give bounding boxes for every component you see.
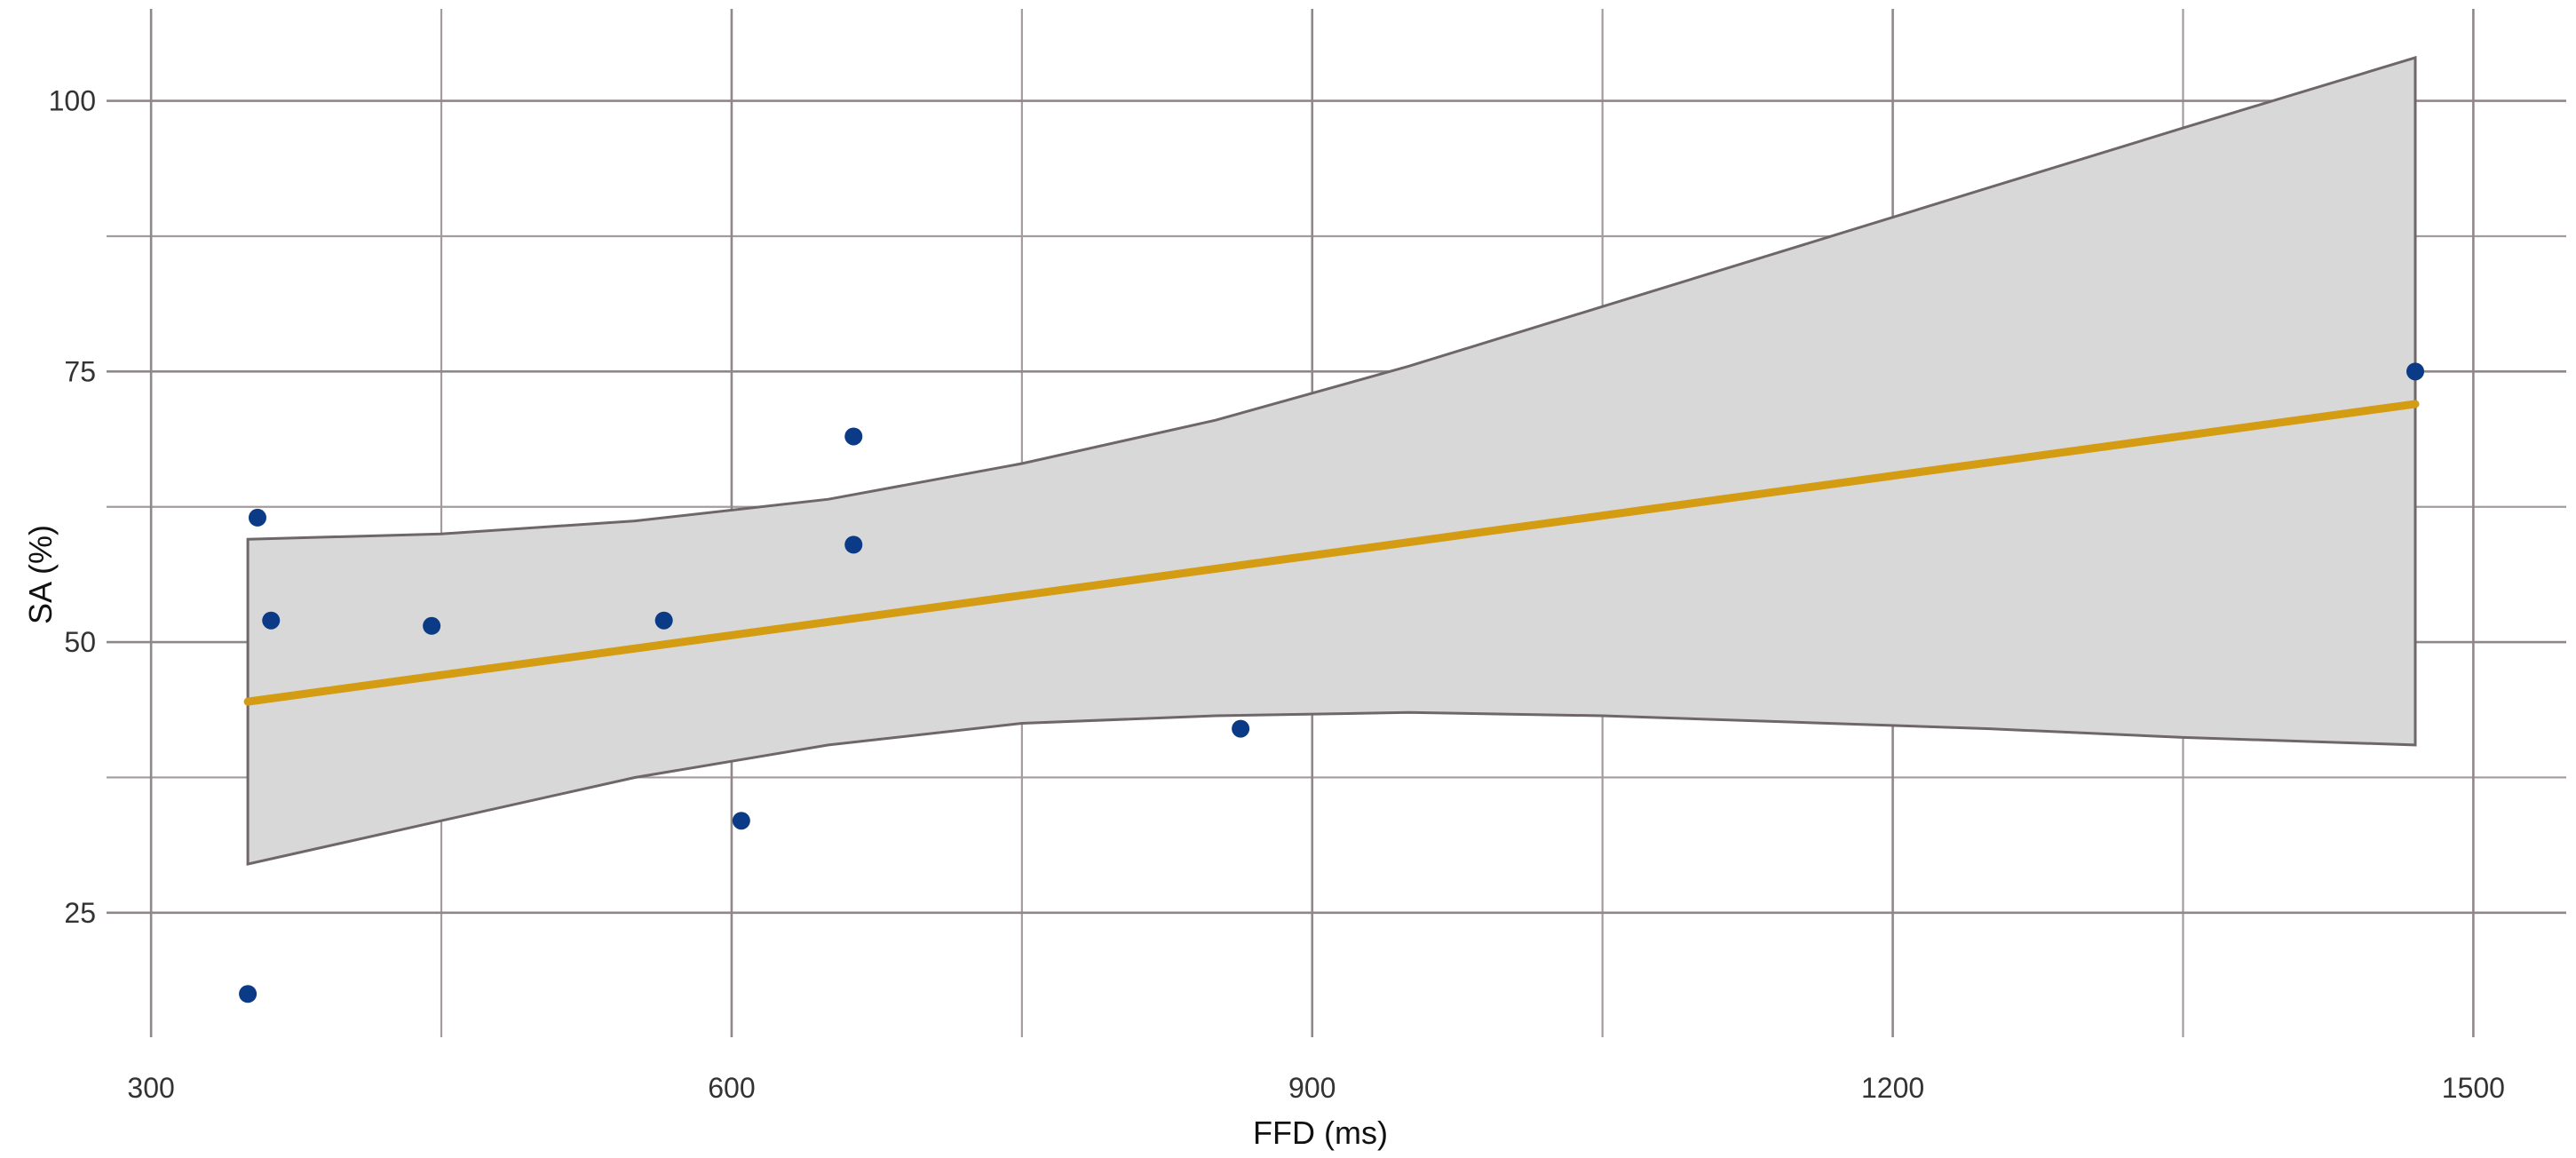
x-tick-label: 1500 — [2442, 1072, 2505, 1104]
data-point — [2406, 362, 2425, 381]
y-tick-label: 75 — [64, 355, 96, 387]
y-axis-ticks: 25 50 75 100 — [49, 85, 96, 929]
data-point — [654, 611, 673, 630]
confidence-band — [246, 55, 2417, 866]
y-axis-label: SA (%) — [22, 525, 59, 624]
data-point — [239, 985, 258, 1003]
data-point — [423, 616, 441, 635]
regression-line — [243, 400, 2420, 706]
data-point — [248, 508, 266, 527]
y-tick-label: 50 — [64, 626, 96, 658]
x-tick-label: 1200 — [1861, 1072, 1924, 1104]
data-points — [239, 362, 2425, 1003]
data-point — [262, 611, 281, 630]
data-point — [844, 535, 863, 554]
x-tick-label: 300 — [127, 1072, 174, 1104]
data-point — [732, 812, 750, 830]
x-tick-label: 600 — [708, 1072, 755, 1104]
y-tick-label: 25 — [64, 897, 96, 929]
data-point — [1232, 719, 1250, 738]
x-axis-label: FFD (ms) — [1253, 1114, 1388, 1151]
y-tick-label: 100 — [49, 85, 96, 117]
x-axis-ticks: 300 600 900 1200 1500 — [127, 1072, 2505, 1104]
x-tick-label: 900 — [1288, 1072, 1336, 1104]
data-point — [844, 427, 863, 446]
